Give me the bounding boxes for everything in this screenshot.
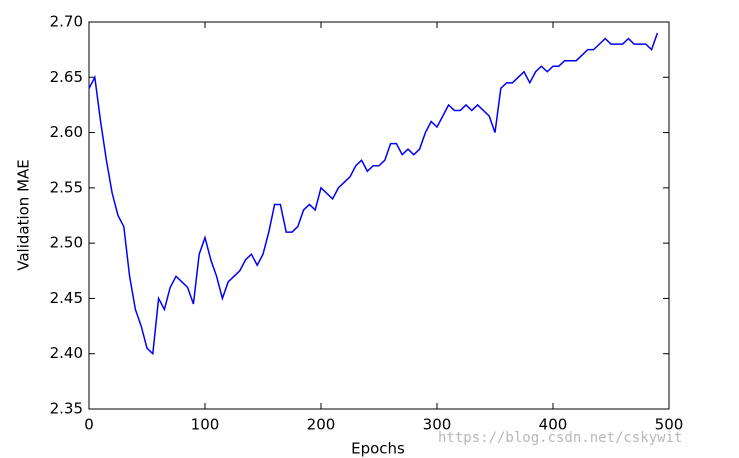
x-axis-label: Epochs: [351, 440, 405, 458]
x-tick-label: 0: [84, 416, 94, 434]
plot-frame: [88, 21, 670, 410]
y-tick-label: 2.50: [50, 234, 83, 252]
x-tick-label: 200: [307, 416, 336, 434]
y-tick-label: 2.55: [50, 178, 83, 196]
y-tick-label: 2.65: [50, 68, 83, 86]
x-tick-label: 300: [423, 416, 452, 434]
y-tick-label: 2.45: [50, 289, 83, 307]
watermark: https://blog.csdn.net/cskywit: [438, 430, 682, 446]
y-axis-label: Validation MAE: [15, 159, 33, 271]
y-tick-label: 2.70: [50, 13, 83, 31]
y-tick-label: 2.60: [50, 123, 83, 141]
x-tick-label: 100: [191, 416, 220, 434]
y-tick-label: 2.40: [50, 344, 83, 362]
data-line: [88, 32, 659, 356]
y-tick-label: 2.35: [50, 400, 83, 418]
x-tick-label: 400: [539, 416, 568, 434]
x-tick-label: 500: [655, 416, 684, 434]
